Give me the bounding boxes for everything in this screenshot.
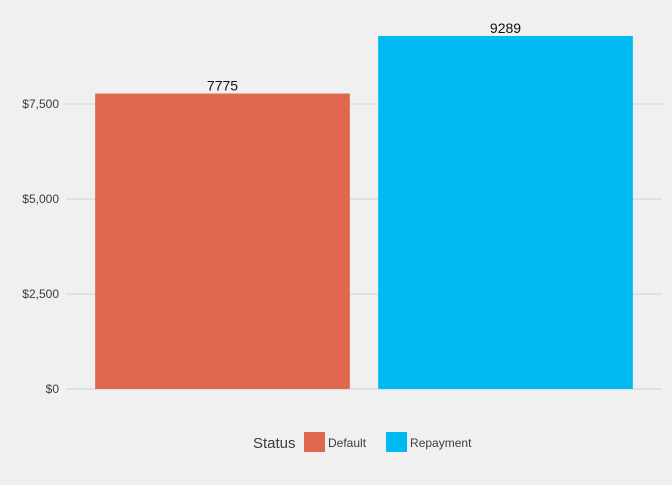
- y-tick-label: $7,500: [22, 97, 59, 111]
- legend-label-default: Default: [328, 436, 367, 450]
- data-label-default: 7775: [207, 78, 238, 94]
- legend-label-repayment: Repayment: [410, 436, 472, 450]
- y-tick-label: $0: [46, 382, 60, 396]
- bar-repayment: [378, 36, 633, 389]
- bars: [95, 36, 633, 389]
- bar-default: [95, 93, 350, 389]
- y-tick-label: $2,500: [22, 287, 59, 301]
- data-labels: 7775 9289: [207, 20, 521, 94]
- legend: Status Default Repayment: [253, 432, 472, 452]
- y-tick-label: $5,000: [22, 192, 59, 206]
- legend-title: Status: [253, 435, 296, 452]
- legend-swatch-default: [304, 432, 325, 452]
- legend-swatch-repayment: [386, 432, 408, 452]
- y-axis-tick-labels: $0 $2,500 $5,000 $7,500: [22, 97, 59, 396]
- data-label-repayment: 9289: [490, 20, 521, 36]
